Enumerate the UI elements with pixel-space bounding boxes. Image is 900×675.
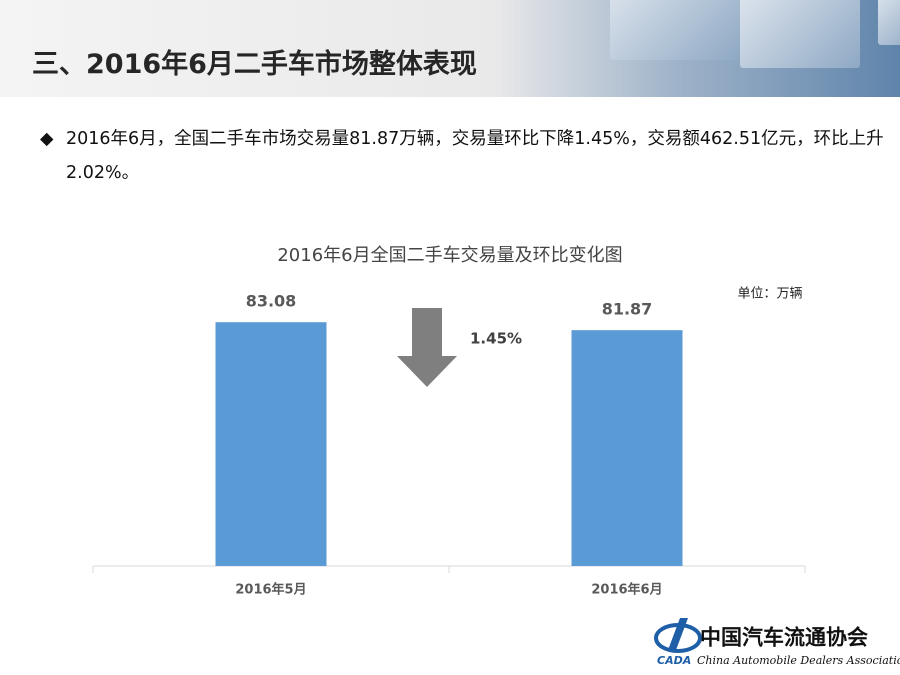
change-annotation: 1.45%: [470, 330, 522, 348]
value-label: 81.87: [602, 300, 653, 319]
org-name-en: China Automobile Dealers Association: [697, 654, 900, 667]
chart-title: 2016年6月全国二手车交易量及环比变化图: [277, 245, 622, 266]
value-label: 83.08: [246, 292, 297, 311]
bullet-text: 2016年6月，全国二手车市场交易量81.87万辆，交易量环比下降1.45%，交…: [66, 129, 884, 183]
org-abbr: CADA: [657, 654, 691, 667]
bullet-point: ◆ 2016年6月，全国二手车市场交易量81.87万辆，交易量环比下降1.45%，…: [40, 129, 884, 183]
logo: 中国汽车流通协会 CADA China Automobile Dealers A…: [654, 618, 900, 667]
down-arrow: [397, 308, 457, 387]
header-band: [0, 0, 900, 97]
bar: [571, 330, 683, 566]
unit-label: 单位：万辆: [737, 287, 802, 302]
org-name-cn: 中国汽车流通协会: [700, 625, 868, 650]
x-tick-label: 2016年5月: [235, 582, 306, 598]
x-tick-label: 2016年6月: [591, 582, 662, 598]
slide-title: 三、2016年6月二手车市场整体表现: [32, 49, 477, 80]
bar: [215, 322, 327, 566]
